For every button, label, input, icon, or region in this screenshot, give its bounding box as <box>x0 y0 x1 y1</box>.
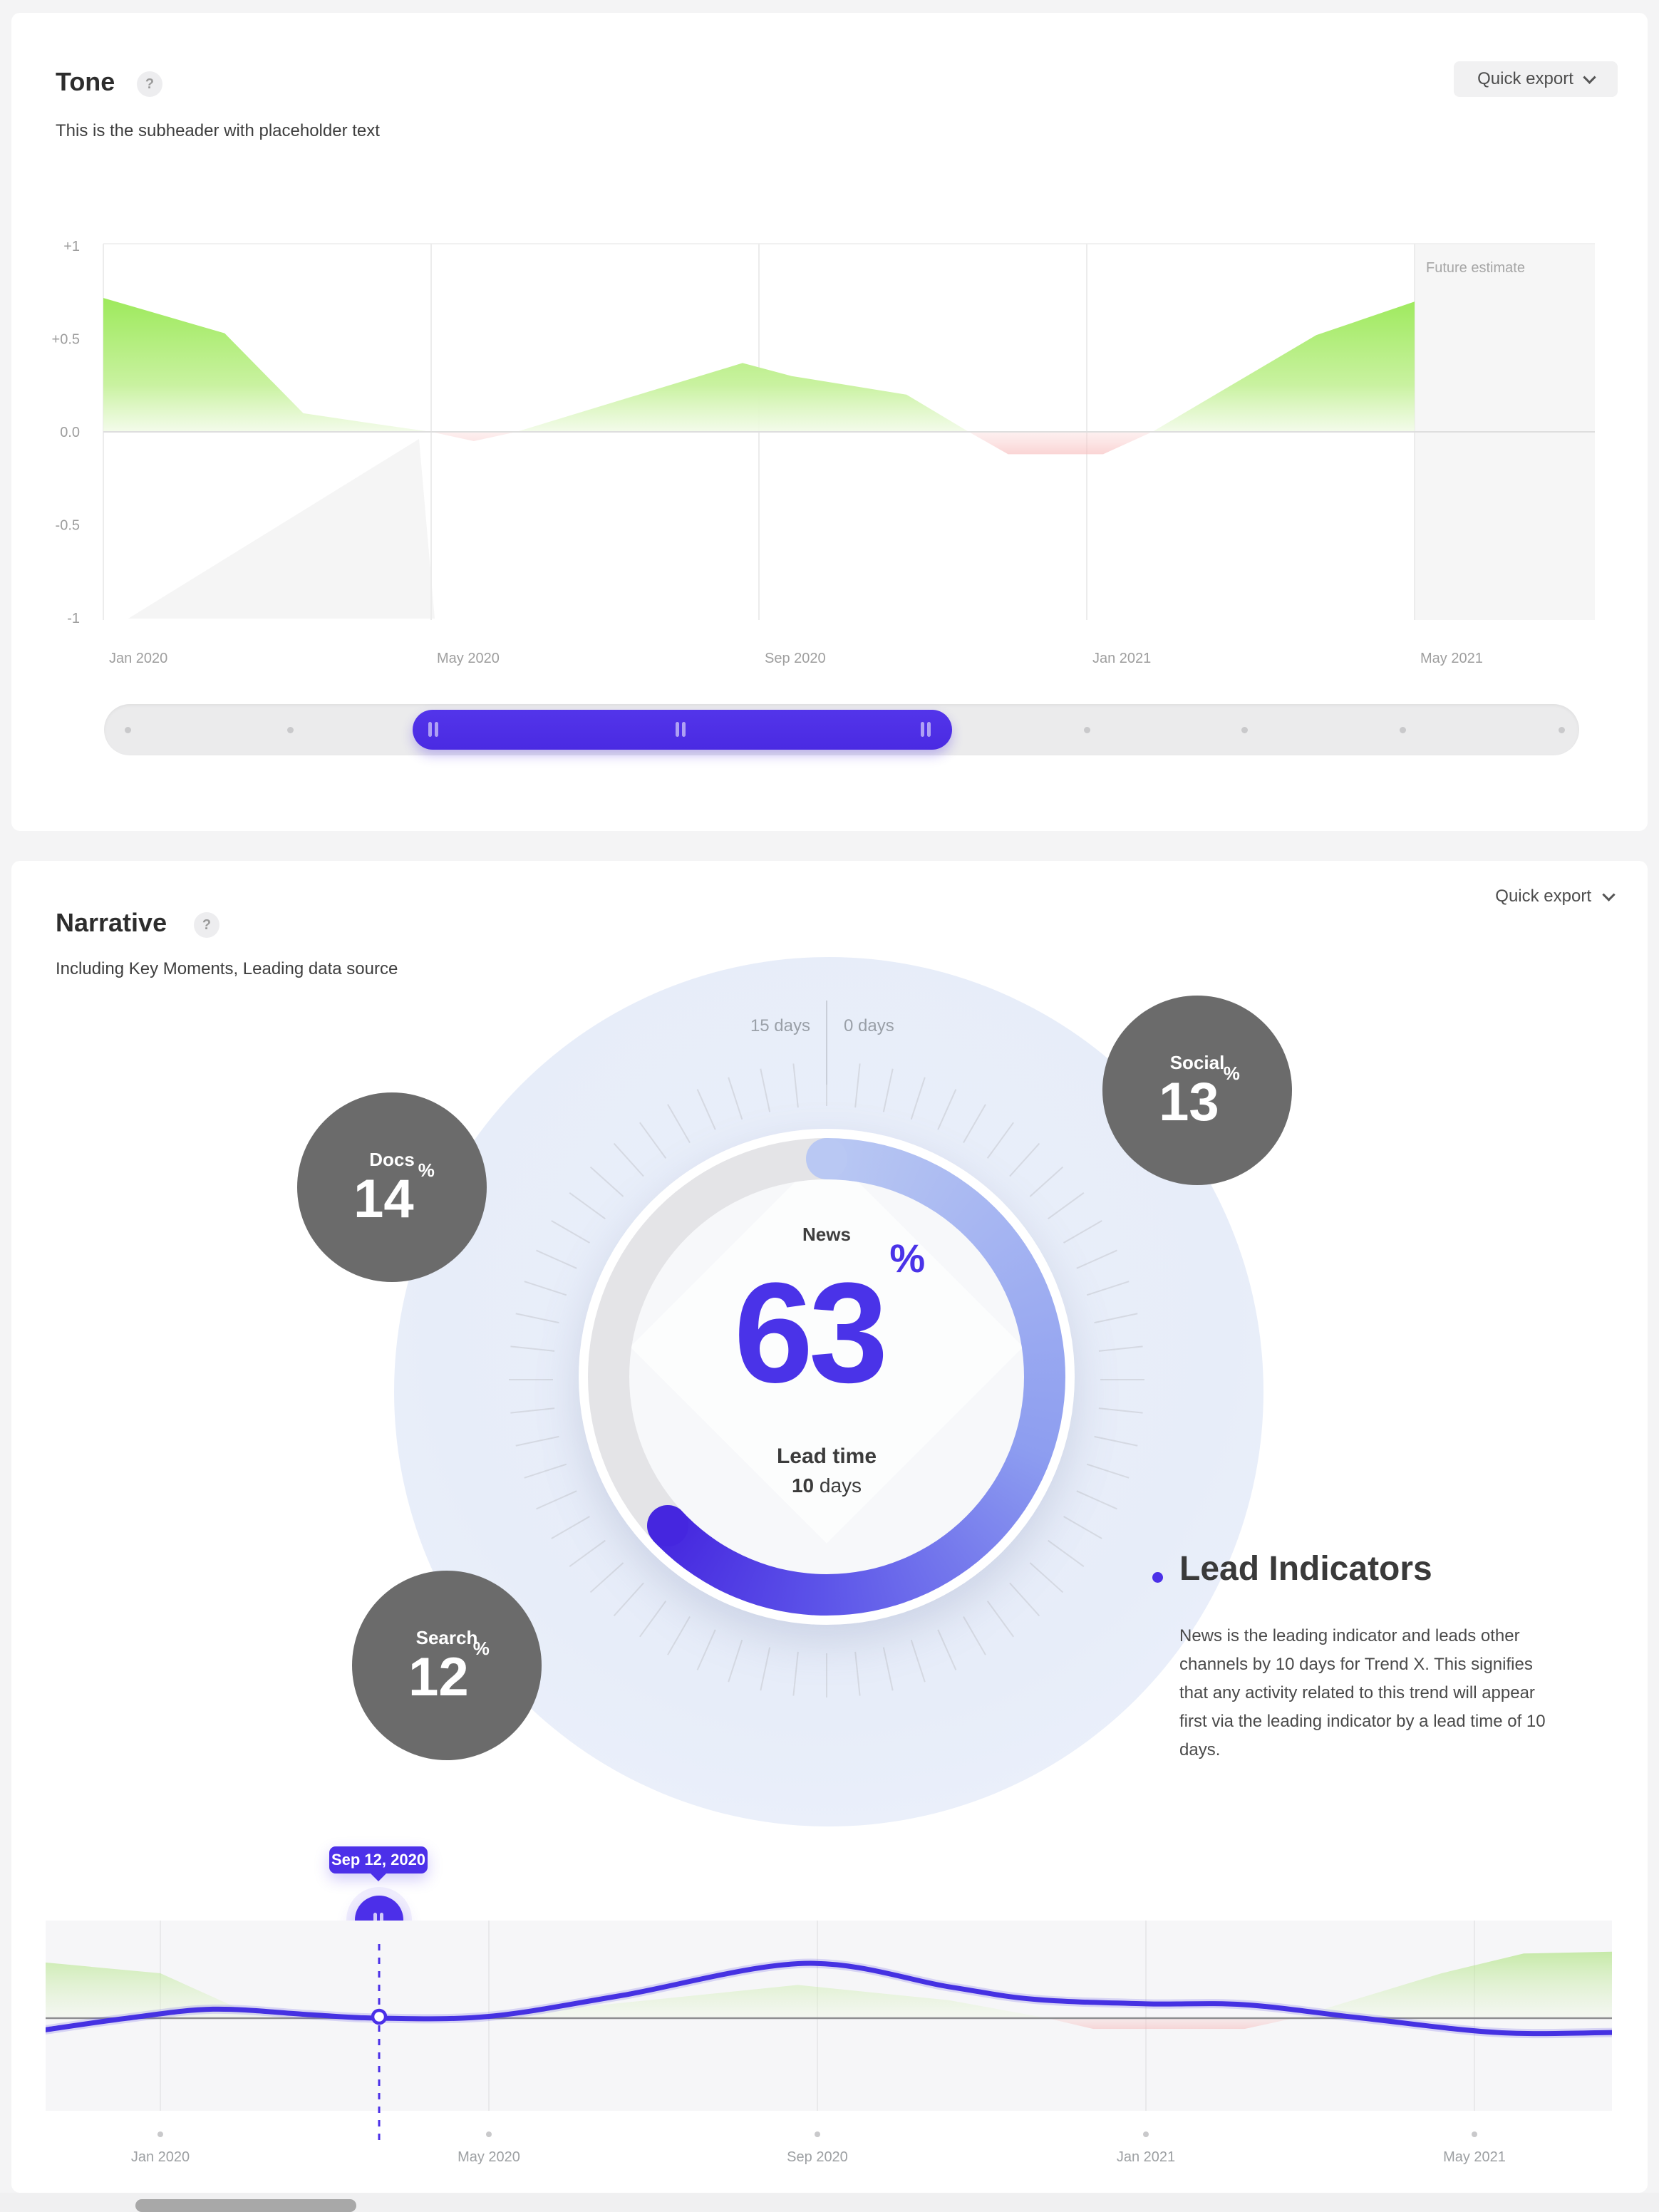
svg-text:May 2021: May 2021 <box>1443 2149 1506 2165</box>
gauge-inner-dial: News 63% Lead time 10 days <box>629 1179 1024 1574</box>
gauge-channel-label: News <box>802 1224 851 1245</box>
tone-chart: Future estimate +1 +0.5 0.0 -0.5 -1 Jan 2020 Ma… <box>52 239 1595 666</box>
slider-dot[interactable] <box>125 727 132 733</box>
gauge-arc-start-cap <box>806 1138 847 1179</box>
gauge-arc-end-cap <box>646 1505 688 1547</box>
narrative-subtitle: Including Key Moments, Leading data sour… <box>56 959 398 978</box>
svg-text:Jan 2021: Jan 2021 <box>1117 2149 1175 2165</box>
svg-text:May 2021: May 2021 <box>1420 651 1483 666</box>
svg-text:Sep 2020: Sep 2020 <box>765 651 826 666</box>
slider-dot[interactable] <box>1559 727 1566 733</box>
svg-text:May 2020: May 2020 <box>437 651 500 666</box>
gauge-value: 63% <box>629 1239 1024 1405</box>
slider-handle-pause-icon[interactable] <box>428 722 432 737</box>
svg-text:+0.5: +0.5 <box>52 332 80 348</box>
svg-text:Jan 2020: Jan 2020 <box>131 2149 190 2165</box>
help-icon[interactable]: ? <box>194 912 219 938</box>
question-mark-glyph: ? <box>145 76 155 92</box>
source-value: 12% <box>408 1638 490 1707</box>
quick-export-button[interactable]: Quick export <box>1454 61 1618 97</box>
lead-indicators-body: News is the leading indicator and leads … <box>1179 1626 1546 1759</box>
narrative-card: Quick export Narrative ? Including Key M… <box>11 861 1648 2193</box>
slider-dot[interactable] <box>1241 727 1249 733</box>
slider-handle-pause-icon[interactable] <box>921 722 925 737</box>
source-name: Search <box>415 1626 478 1648</box>
svg-text:-0.5: -0.5 <box>56 518 80 534</box>
bullet-icon <box>1152 1572 1163 1583</box>
gauge-value-number: 63 <box>733 1254 888 1412</box>
source-bubble-social[interactable]: Social 13% <box>1102 996 1292 1185</box>
pause-icon <box>373 1913 377 1928</box>
chevron-down-icon <box>1602 887 1616 901</box>
date-marker-tooltip[interactable]: Sep 12, 2020 <box>329 1846 428 1881</box>
quick-export-label: Quick export <box>1477 69 1573 88</box>
slider-selected-range[interactable] <box>412 710 953 750</box>
gauge-scale-right-label: 0 days <box>844 1016 894 1035</box>
lead-time-gauge: News 63% Lead time 10 days <box>579 1129 1075 1625</box>
slider-handle-pause-icon[interactable] <box>676 722 680 737</box>
quick-export-label: Quick export <box>1495 887 1591 906</box>
lead-time-label: Lead time <box>776 1444 877 1468</box>
timeline-chart: Jan 2020 May 2020 Sep 2020 Jan 2021 May 2021 <box>46 1921 1612 2165</box>
help-icon[interactable]: ? <box>137 71 162 97</box>
svg-text:+1: +1 <box>63 239 80 254</box>
tone-subtitle: This is the subheader with placeholder t… <box>56 121 380 140</box>
narrative-title: Narrative <box>56 908 167 937</box>
slider-dot[interactable] <box>286 727 294 733</box>
svg-text:Sep 2020: Sep 2020 <box>787 2149 848 2165</box>
svg-text:Future estimate: Future estimate <box>1426 260 1525 276</box>
tone-title: Tone <box>56 67 115 96</box>
svg-text:May 2020: May 2020 <box>458 2149 520 2165</box>
lead-indicators-heading: Lead Indicators <box>1179 1550 1432 1588</box>
slider-dot[interactable] <box>1399 727 1406 733</box>
svg-text:Jan 2020: Jan 2020 <box>109 651 167 666</box>
date-marker-handle[interactable] <box>355 1896 403 1944</box>
svg-text:Jan 2021: Jan 2021 <box>1092 651 1151 666</box>
quick-export-button[interactable]: Quick export <box>1495 887 1616 906</box>
question-mark-glyph: ? <box>202 916 212 933</box>
scrollbar-thumb[interactable] <box>135 2199 356 2212</box>
gauge-value-unit: % <box>889 1236 926 1281</box>
svg-text:0.0: 0.0 <box>60 425 80 440</box>
source-bubble-search[interactable]: Search 12% <box>352 1571 542 1760</box>
svg-text:-1: -1 <box>67 611 80 626</box>
source-value: 13% <box>1159 1063 1240 1132</box>
chevron-down-icon <box>1583 70 1596 84</box>
gauge-scale-divider <box>826 1001 827 1085</box>
time-range-slider[interactable] <box>104 704 1579 755</box>
slider-dot[interactable] <box>1083 727 1090 733</box>
lead-time-value: 10 days <box>791 1474 862 1497</box>
gauge-scale-left-label: 15 days <box>750 1016 810 1035</box>
source-value: 14% <box>353 1159 435 1229</box>
source-bubble-docs[interactable]: Docs 14% <box>297 1092 487 1282</box>
horizontal-scrollbar[interactable] <box>0 2193 1659 2212</box>
source-name: Social <box>1169 1051 1225 1073</box>
source-name: Docs <box>369 1148 415 1170</box>
tone-card: Tone ? This is the subheader with placeh… <box>11 13 1648 831</box>
